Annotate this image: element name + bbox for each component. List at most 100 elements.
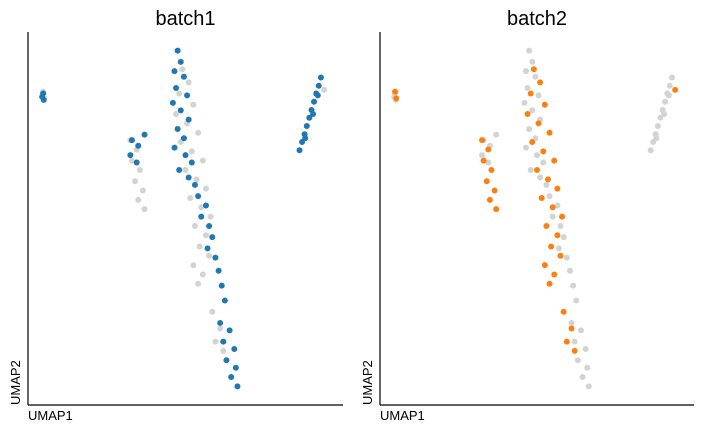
point — [563, 254, 570, 261]
point — [187, 194, 194, 201]
point — [141, 131, 148, 138]
point — [202, 185, 209, 192]
point — [321, 86, 328, 93]
point — [485, 146, 492, 153]
point — [524, 84, 531, 91]
point — [128, 137, 135, 144]
point — [541, 101, 548, 108]
point — [551, 271, 558, 278]
point — [207, 213, 214, 220]
point — [182, 167, 189, 174]
point — [212, 338, 219, 345]
point — [524, 111, 531, 118]
point — [136, 167, 143, 174]
point — [392, 88, 399, 95]
point — [540, 159, 547, 166]
point — [538, 194, 545, 201]
point — [296, 147, 303, 154]
point — [232, 364, 239, 371]
point — [303, 122, 310, 129]
point-group — [391, 47, 676, 390]
point — [176, 167, 183, 174]
point — [220, 347, 227, 354]
point — [540, 148, 547, 155]
point — [139, 187, 146, 194]
point — [204, 245, 211, 252]
point — [206, 222, 213, 229]
point — [560, 308, 567, 315]
point — [537, 79, 544, 86]
point — [314, 92, 321, 99]
point — [212, 254, 219, 261]
point — [532, 73, 539, 80]
point — [551, 157, 558, 164]
point — [554, 232, 561, 239]
point — [554, 185, 561, 192]
point — [657, 114, 664, 121]
point — [199, 157, 206, 164]
point — [141, 206, 148, 213]
point — [177, 58, 184, 65]
point — [217, 325, 224, 332]
point — [662, 98, 669, 105]
point — [209, 234, 216, 241]
point — [526, 47, 533, 54]
chart-title: batch2 — [507, 8, 567, 30]
point — [523, 144, 530, 151]
y-axis-label: UMAP2 — [360, 360, 375, 405]
point — [560, 234, 567, 241]
point — [546, 129, 553, 136]
point — [527, 167, 534, 174]
point — [174, 125, 181, 132]
point — [549, 204, 556, 211]
point — [548, 243, 555, 250]
point — [135, 196, 142, 203]
point — [557, 222, 564, 229]
point — [39, 93, 46, 100]
point — [526, 125, 533, 132]
point — [555, 245, 562, 252]
point — [488, 167, 495, 174]
point — [554, 202, 561, 209]
point — [310, 111, 317, 118]
point — [563, 338, 570, 345]
point — [180, 135, 187, 142]
point — [171, 68, 178, 75]
point — [480, 157, 487, 164]
point — [191, 222, 198, 229]
point — [546, 280, 553, 287]
chart-title: batch1 — [155, 8, 215, 30]
point — [179, 66, 186, 73]
point — [521, 99, 528, 106]
point — [171, 144, 178, 151]
point — [311, 98, 318, 105]
point — [535, 120, 542, 127]
point — [568, 319, 575, 326]
point — [491, 187, 498, 194]
point — [190, 101, 197, 108]
point — [653, 135, 660, 142]
point — [647, 147, 654, 154]
point — [231, 346, 238, 353]
point — [306, 114, 313, 121]
point — [132, 178, 139, 185]
point — [228, 374, 235, 381]
y-axis-label: UMAP2 — [8, 360, 23, 405]
point — [486, 196, 493, 203]
point — [529, 107, 536, 114]
point — [226, 327, 233, 334]
point — [541, 262, 548, 269]
point — [202, 232, 209, 239]
point — [577, 327, 584, 334]
point — [535, 92, 542, 99]
point — [529, 139, 536, 146]
point — [185, 116, 192, 123]
point — [173, 84, 180, 91]
point — [195, 280, 202, 287]
point — [177, 107, 184, 114]
point — [174, 47, 181, 54]
point — [568, 325, 575, 332]
point — [169, 99, 176, 106]
point — [573, 297, 580, 304]
point — [182, 152, 189, 159]
